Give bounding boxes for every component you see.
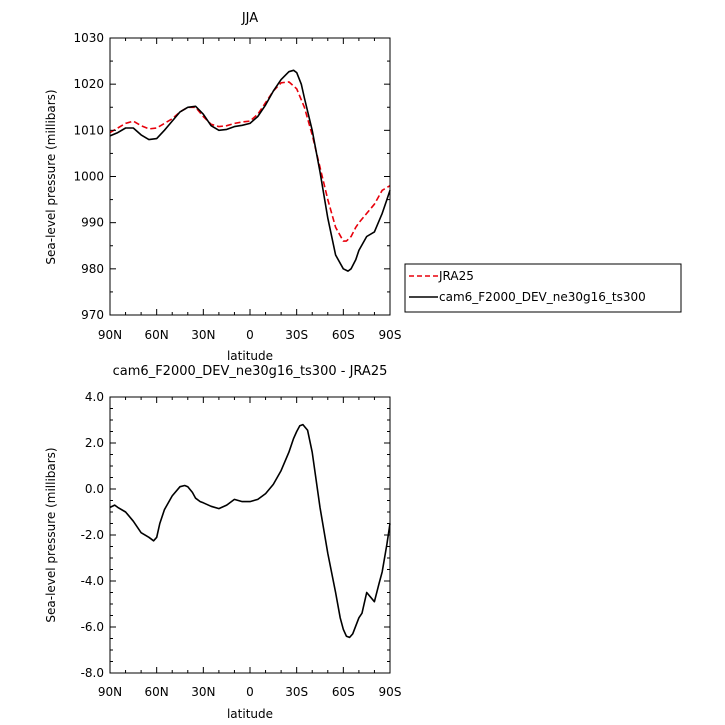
bottom-y-axis-label: Sea-level pressure (millibars) bbox=[44, 447, 58, 622]
bottom-plot-frame bbox=[109, 396, 391, 674]
top-ytick-label: 1030 bbox=[73, 31, 104, 45]
top-xtick-label: 30N bbox=[191, 328, 215, 342]
top-xtick-label: 90N bbox=[98, 328, 122, 342]
top-xtick-label: 90S bbox=[379, 328, 402, 342]
top-xtick-label: 60S bbox=[332, 328, 355, 342]
bottom-xtick-label: 90N bbox=[98, 685, 122, 699]
bottom-xtick-label: 60S bbox=[332, 685, 355, 699]
top-ytick-label: 1020 bbox=[73, 77, 104, 91]
bottom-ytick-label: -6.0 bbox=[81, 620, 104, 634]
top-panel: JJA 90N 60N 30N 0 30S 60S 90S 970 980 990 1000 1010… bbox=[44, 11, 682, 363]
top-ytick-label: 990 bbox=[81, 216, 104, 230]
top-series-line-1 bbox=[109, 81, 391, 242]
bottom-xtick-label: 0 bbox=[246, 685, 254, 699]
bottom-ytick-label: -2.0 bbox=[81, 528, 104, 542]
bottom-ytick-label: -8.0 bbox=[81, 666, 104, 680]
bottom-ytick-label: 4.0 bbox=[85, 390, 104, 404]
top-xtick-label: 30S bbox=[285, 328, 308, 342]
bottom-series-line-1 bbox=[109, 423, 391, 639]
top-ytick-label: 970 bbox=[81, 308, 104, 322]
top-chart-title: JJA bbox=[241, 11, 258, 26]
top-ytick-label: 1010 bbox=[73, 123, 104, 137]
legend-box bbox=[404, 263, 682, 313]
legend-label-cam6: cam6_F2000_DEV_ne30g16_ts300 bbox=[439, 290, 646, 304]
bottom-x-axis-label: latitude bbox=[227, 707, 273, 721]
bottom-xtick-label: 60N bbox=[145, 685, 169, 699]
top-plot-frame bbox=[109, 37, 391, 316]
bottom-xtick-label: 90S bbox=[379, 685, 402, 699]
top-xtick-label: 0 bbox=[246, 328, 254, 342]
top-x-axis-label: latitude bbox=[227, 349, 273, 363]
bottom-chart-title: cam6_F2000_DEV_ne30g16_ts300 - JRA25 bbox=[113, 364, 388, 379]
legend-label-jra25: JRA25 bbox=[438, 269, 474, 283]
bottom-panel: cam6_F2000_DEV_ne30g16_ts300 - JRA25 90N… bbox=[44, 364, 401, 721]
bottom-ytick-label: 0.0 bbox=[85, 482, 104, 496]
top-y-axis-label: Sea-level pressure (millibars) bbox=[44, 89, 58, 264]
bottom-xtick-label: 30S bbox=[285, 685, 308, 699]
bottom-ytick-label: -4.0 bbox=[81, 574, 104, 588]
top-ytick-label: 1000 bbox=[73, 170, 104, 184]
bottom-ytick-label: 2.0 bbox=[85, 436, 104, 450]
top-series-line-2 bbox=[109, 69, 391, 272]
top-ytick-label: 980 bbox=[81, 262, 104, 276]
top-xtick-label: 60N bbox=[145, 328, 169, 342]
bottom-xtick-label: 30N bbox=[191, 685, 215, 699]
legend: JRA25 cam6_F2000_DEV_ne30g16_ts300 bbox=[404, 263, 682, 313]
